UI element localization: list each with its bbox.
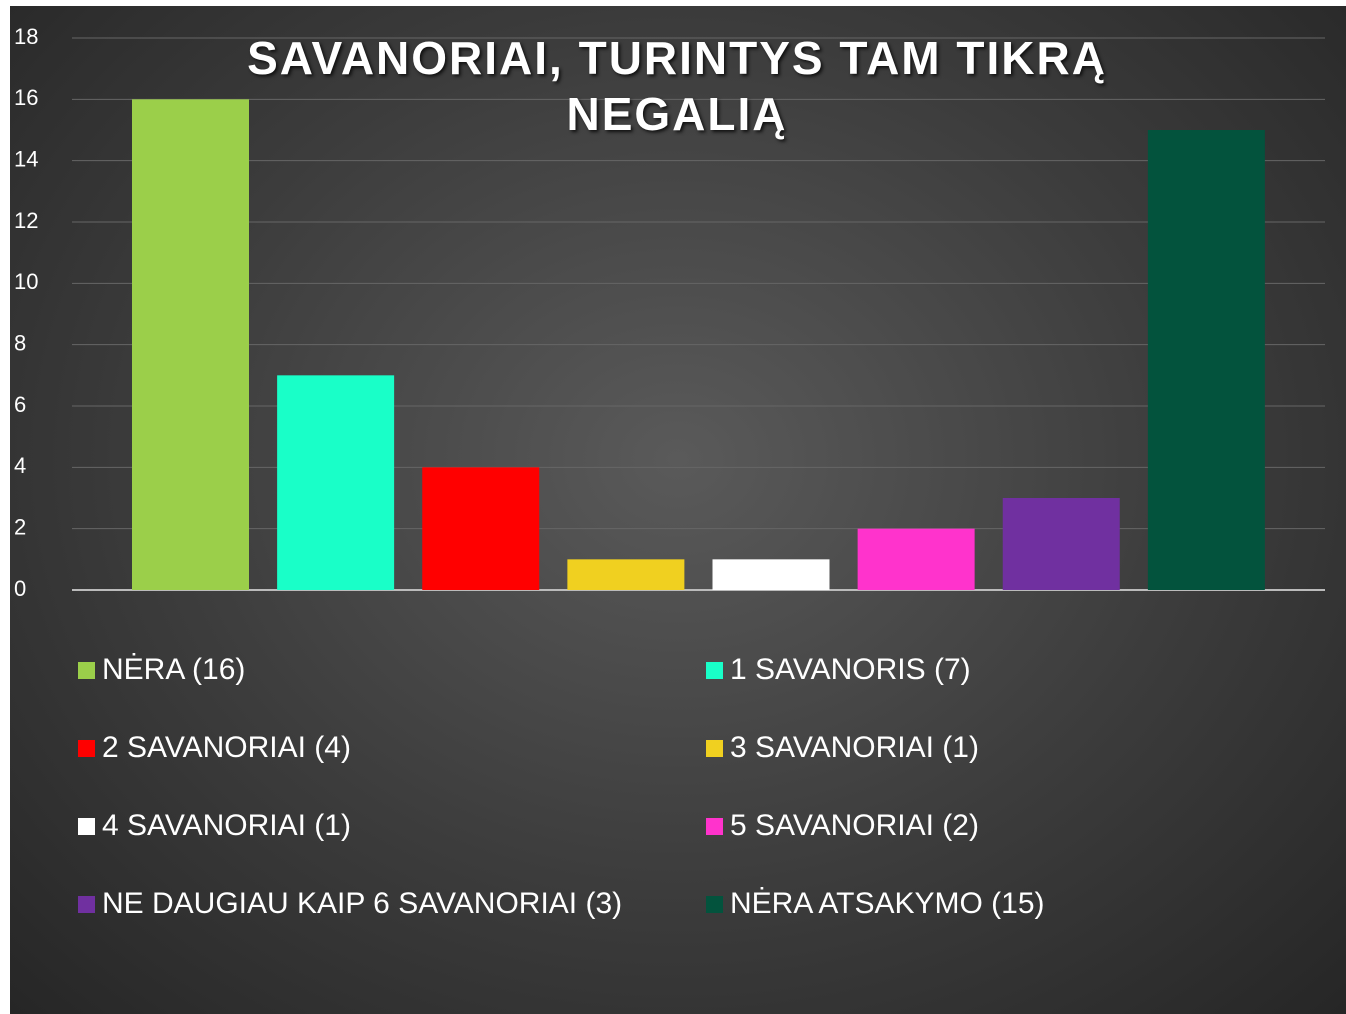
bar [567, 559, 685, 590]
legend-swatch [78, 662, 95, 679]
y-tick-label: 2 [14, 514, 26, 539]
legend-label: 3 SAVANORIAI (1) [730, 731, 979, 764]
legend-swatch [78, 740, 95, 757]
y-tick-label: 14 [14, 146, 38, 171]
bar [712, 559, 830, 590]
y-tick-label: 16 [14, 85, 38, 110]
legend-swatch [78, 818, 95, 835]
y-tick-label: 6 [14, 392, 26, 417]
legend-swatch [706, 896, 723, 913]
bar [1002, 498, 1120, 590]
legend-swatch [706, 662, 723, 679]
bar [132, 99, 249, 590]
bar [857, 528, 975, 590]
y-tick-label: 12 [14, 208, 38, 233]
legend-swatch [706, 740, 723, 757]
y-tick-label: 8 [14, 330, 26, 355]
y-tick-label: 10 [14, 269, 38, 294]
legend-label: 5 SAVANORIAI (2) [730, 809, 979, 842]
legend-label: 2 SAVANORIAI (4) [102, 731, 351, 764]
y-tick-label: 4 [14, 453, 26, 478]
bar [422, 467, 540, 590]
legend-swatch [78, 896, 95, 913]
bar [1147, 130, 1265, 590]
legend-label: NE DAUGIAU KAIP 6 SAVANORIAI (3) [102, 887, 622, 920]
bar [277, 375, 395, 590]
legend-label: NĖRA ATSAKYMO (15) [730, 887, 1045, 920]
chart-title: SAVANORIAI, TURINTYS TAM TIKRĄ NEGALIĄ [247, 32, 1107, 140]
y-tick-label: 0 [14, 576, 26, 601]
legend-label: 4 SAVANORIAI (1) [102, 809, 351, 842]
legend-label: NĖRA (16) [102, 653, 245, 686]
legend-label: 1 SAVANORIS (7) [730, 653, 971, 686]
y-tick-label: 18 [14, 24, 38, 49]
legend-swatch [706, 818, 723, 835]
